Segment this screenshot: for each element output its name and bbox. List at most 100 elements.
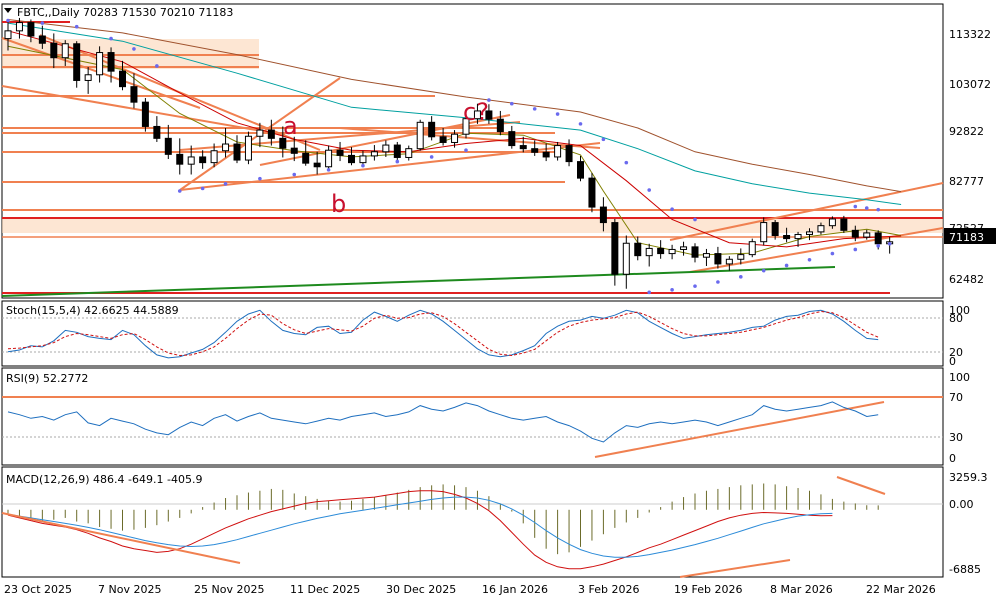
parabolic-sar-dot	[624, 160, 629, 165]
parabolic-sar-dot	[40, 21, 45, 25]
macd-trend-line[interactable]	[836, 476, 886, 495]
macd-tick-label: -6885	[949, 563, 981, 576]
parabolic-sar-dot	[647, 290, 651, 295]
macd-trend-line[interactable]	[679, 559, 791, 578]
rsi-tick-label: 0	[949, 452, 956, 465]
candle-body	[38, 35, 46, 44]
chart-menu-arrow-icon[interactable]	[4, 8, 12, 13]
parabolic-sar-dot	[693, 217, 697, 222]
candle-body	[725, 258, 733, 265]
candle-body	[462, 118, 470, 135]
candle-body	[748, 241, 756, 256]
candle-body	[222, 143, 230, 152]
x-tick-label: 11 Dec 2025	[290, 583, 360, 596]
parabolic-sar-dot	[807, 257, 812, 262]
candle-body	[645, 247, 653, 257]
trend-line[interactable]	[339, 127, 601, 149]
candle-body	[336, 149, 344, 156]
candle-body	[542, 151, 550, 158]
candle-body	[737, 254, 745, 260]
candle-body	[153, 125, 161, 139]
parabolic-sar-dot	[864, 206, 869, 210]
parabolic-sar-dot	[761, 268, 766, 273]
candle-body	[473, 110, 481, 120]
candle-body	[496, 118, 504, 133]
candle-body	[702, 253, 710, 258]
candle-body	[325, 149, 333, 168]
price-tick-label: 103072	[949, 78, 991, 91]
stoch-title: Stoch(15,5,4) 42.6625 44.5889	[6, 304, 179, 317]
candle-body	[4, 30, 12, 40]
stoch-tick-label: 20	[949, 346, 963, 359]
moving-average-line	[7, 22, 902, 205]
rsi-trend-line[interactable]	[594, 401, 885, 458]
candle-body	[554, 145, 562, 158]
price-tick-label: 62482	[949, 273, 984, 286]
parabolic-sar-dot	[155, 64, 159, 68]
channel-top-line[interactable]	[669, 182, 944, 241]
support-line[interactable]	[1, 266, 836, 297]
x-tick-label: 7 Nov 2025	[98, 583, 161, 596]
indicator-line-main	[7, 309, 879, 359]
parabolic-sar-dot	[109, 36, 113, 41]
parabolic-sar-dot	[326, 168, 331, 172]
x-tick-label: 23 Oct 2025	[4, 583, 72, 596]
rsi-tick-label: 30	[949, 431, 963, 444]
candle-body	[370, 151, 378, 157]
macd-trend-line[interactable]	[1, 512, 241, 564]
trend-line[interactable]	[179, 142, 601, 191]
moving-average-line	[7, 30, 902, 248]
candle-body	[359, 155, 367, 164]
price-series	[4, 17, 902, 295]
candle-body	[233, 143, 241, 161]
parabolic-sar-dot	[200, 186, 205, 191]
candle-body	[15, 22, 23, 32]
rsi-series	[7, 401, 879, 443]
candle-body	[405, 148, 413, 158]
candle-body	[840, 218, 848, 231]
parabolic-sar-dot	[853, 204, 858, 209]
parabolic-sar-dot	[670, 287, 674, 292]
candle-body	[50, 42, 58, 59]
candle-body	[302, 152, 310, 164]
rsi-tick-label: 100	[949, 371, 970, 384]
macd-tick-label: 0.00	[949, 498, 974, 511]
parabolic-sar-dot	[887, 241, 892, 246]
candle-body	[851, 229, 859, 238]
candle-body	[691, 246, 699, 258]
indicator-line-signal	[7, 310, 879, 357]
parabolic-sar-dot	[670, 207, 674, 211]
candle-body	[783, 234, 791, 240]
parabolic-sar-dot	[292, 172, 297, 177]
indicator-line-rsi	[7, 401, 879, 443]
candle-body	[611, 222, 619, 275]
parabolic-sar-dot	[693, 284, 697, 288]
parabolic-sar-dot	[739, 275, 743, 279]
current-zone	[2, 219, 943, 233]
candle-body	[61, 43, 69, 59]
parabolic-sar-dot	[223, 182, 228, 186]
candle-body	[164, 137, 172, 155]
candle-body	[599, 206, 607, 224]
parabolic-sar-dot	[830, 251, 835, 256]
candle-body	[680, 246, 688, 250]
candle-body	[806, 231, 813, 235]
stoch-series	[7, 309, 879, 359]
candle-body	[485, 110, 493, 120]
macd-panel	[1, 466, 944, 578]
candle-body	[760, 222, 768, 243]
x-tick-label: 3 Feb 2026	[578, 583, 639, 596]
candle-body	[508, 131, 516, 147]
candle-body	[73, 43, 81, 81]
rsi-tick-label: 70	[949, 391, 963, 404]
candle-body	[416, 121, 424, 150]
candle-body	[817, 225, 825, 233]
macd-signal-line	[7, 496, 833, 558]
moving-average-line	[7, 19, 902, 193]
candle-body	[279, 137, 287, 149]
stoch-tick-label: 100	[949, 304, 970, 317]
candle-body	[382, 144, 390, 153]
candle-body	[96, 52, 104, 76]
parabolic-sar-dot	[487, 98, 491, 102]
